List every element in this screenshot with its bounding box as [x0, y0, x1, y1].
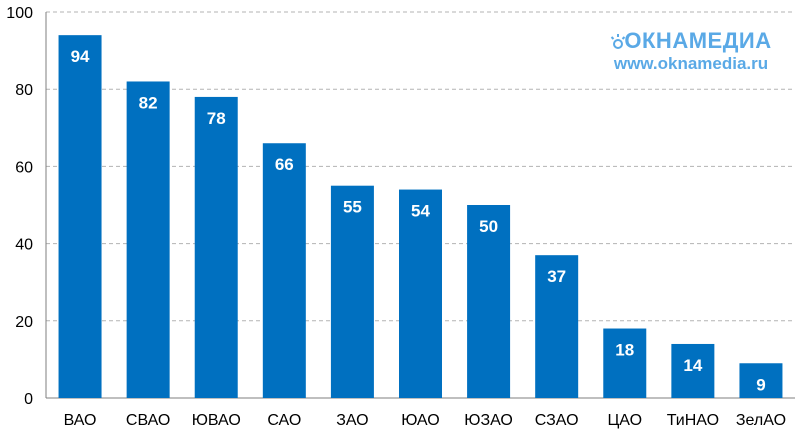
x-tick-label: ЗАО	[336, 412, 368, 429]
bar	[671, 343, 715, 398]
y-tick-labels: 0 20 40 60 80 100	[6, 5, 33, 408]
bar-value-label: 55	[343, 198, 362, 217]
y-tick-label: 40	[15, 237, 33, 254]
value-labels: 94 82 78 66 55 54 50 37 18 14 9	[71, 47, 766, 394]
x-tick-label: ТиНАО	[667, 412, 719, 429]
bar	[262, 143, 306, 398]
bar-value-label: 37	[547, 267, 566, 286]
watermark-brand-text: ОКНАМЕДИА	[624, 28, 772, 53]
x-tick-label: ЦАО	[607, 412, 642, 429]
bar	[467, 205, 511, 398]
sun-icon	[611, 34, 626, 49]
y-tick-label: 100	[6, 5, 33, 22]
bar-value-label: 66	[275, 155, 294, 174]
watermark: ОКНАМЕДИА www.oknamedia.ru	[596, 28, 786, 74]
bar	[535, 255, 579, 398]
x-tick-label: ЮАО	[401, 412, 439, 429]
x-tick-labels: ВАО СВАО ЮВАО САО ЗАО ЮАО ЮЗАО СЗАО ЦАО ТиНАО ЗелА…	[64, 412, 786, 429]
bar	[399, 189, 442, 398]
bar	[58, 35, 102, 398]
bar-value-label: 82	[139, 93, 158, 112]
y-tick-label: 0	[24, 391, 33, 408]
bar-value-label: 9	[756, 375, 765, 394]
watermark-url: www.oknamedia.ru	[613, 54, 769, 73]
bar-value-label: 94	[71, 47, 90, 66]
bar	[126, 81, 170, 398]
x-tick-label: САО	[267, 412, 301, 429]
x-tick-label: СЗАО	[535, 412, 579, 429]
x-tick-label: ЮЗАО	[464, 412, 513, 429]
bar	[603, 328, 647, 398]
y-tick-label: 20	[15, 314, 33, 331]
bar	[739, 363, 783, 398]
bar-value-label: 78	[207, 109, 226, 128]
bar	[330, 185, 374, 398]
bar-value-label: 50	[479, 217, 498, 236]
x-tick-label: ВАО	[64, 412, 97, 429]
y-tick-label: 60	[15, 159, 33, 176]
x-tick-label: СВАО	[126, 412, 170, 429]
bar	[194, 96, 238, 399]
x-tick-label: ЗелАО	[736, 412, 786, 429]
bar-value-label: 18	[615, 341, 634, 360]
bars	[58, 35, 783, 399]
bar-value-label: 54	[411, 202, 430, 221]
x-tick-label: ЮВАО	[192, 412, 241, 429]
bar-value-label: 14	[683, 356, 702, 375]
y-tick-label: 80	[15, 82, 33, 99]
watermark-brand: ОКНАМЕДИА	[596, 28, 786, 54]
